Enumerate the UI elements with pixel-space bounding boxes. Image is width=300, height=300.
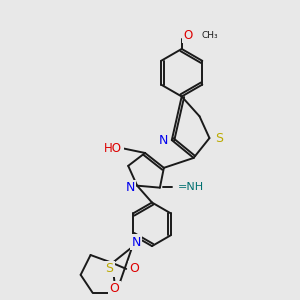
Text: N: N [159, 134, 169, 147]
Text: O: O [129, 262, 139, 275]
Text: HO: HO [104, 142, 122, 154]
Text: CH₃: CH₃ [202, 31, 218, 40]
Text: O: O [110, 282, 119, 295]
Text: S: S [105, 262, 113, 275]
Text: O: O [183, 28, 192, 42]
Text: N: N [125, 181, 135, 194]
Text: =NH: =NH [178, 182, 204, 192]
Text: N: N [131, 236, 141, 249]
Text: S: S [215, 132, 223, 145]
